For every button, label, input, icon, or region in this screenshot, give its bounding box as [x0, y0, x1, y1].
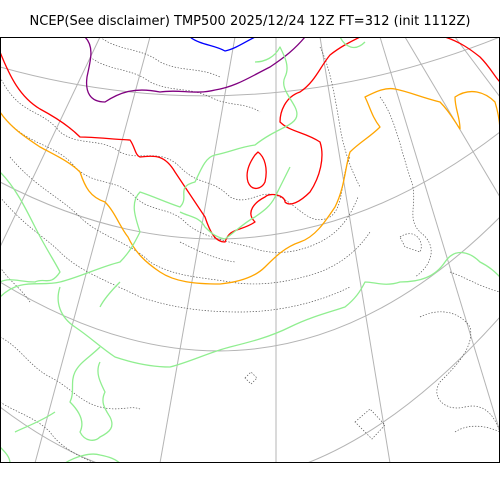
isotherm-blue: [189, 37, 256, 52]
coastline: [0, 111, 359, 253]
coastline: [89, 56, 261, 113]
latitude-line: [0, 37, 500, 97]
coastline: [0, 401, 96, 463]
coastline: [354, 408, 386, 440]
coastline: [0, 196, 351, 313]
coastline: [99, 37, 221, 78]
latitude-line: [0, 316, 500, 463]
latitude-lines: [0, 37, 500, 463]
isotherm-green: [0, 46, 298, 298]
isotherm-orange: [0, 87, 500, 285]
map-title: NCEP(See disclaimer) TMP500 2025/12/24 1…: [29, 14, 471, 29]
coastline: [179, 241, 236, 263]
coastline: [244, 371, 258, 385]
coastline: [379, 96, 432, 278]
isotherm-green: [0, 446, 11, 463]
longitude-line: [379, 37, 500, 433]
isotherm-purple: [84, 37, 306, 103]
isotherm-green: [0, 171, 61, 283]
isotherm-green: [339, 37, 366, 49]
isotherm-green: [99, 281, 121, 308]
map-panel: [0, 37, 500, 463]
coastline: [419, 311, 500, 433]
coastline: [0, 76, 351, 221]
map-border: [0, 37, 500, 463]
coastline: [454, 425, 500, 433]
coastline: [449, 271, 500, 293]
isotherm-green: [14, 411, 56, 433]
isotherm-green-group: [0, 37, 500, 463]
coastline: [0, 266, 31, 303]
temperature-map: [0, 37, 500, 463]
coastlines: [0, 37, 500, 463]
isotherm-red-loop: [246, 151, 267, 190]
isotherm-red-east: [444, 37, 500, 83]
isotherm-green: [57, 251, 500, 368]
coastline: [9, 156, 371, 285]
longitude-line: [319, 37, 391, 463]
longitude-line: [0, 37, 101, 248]
latitude-line: [0, 131, 500, 240]
isotherm-green: [69, 346, 113, 441]
longitude-line: [34, 37, 151, 463]
isotherm-red: [0, 37, 361, 243]
isotherm-green: [179, 166, 291, 240]
longitude-line: [454, 37, 500, 98]
coastline: [319, 46, 361, 188]
longitude-line: [159, 37, 236, 463]
isotherm-green: [64, 453, 121, 463]
